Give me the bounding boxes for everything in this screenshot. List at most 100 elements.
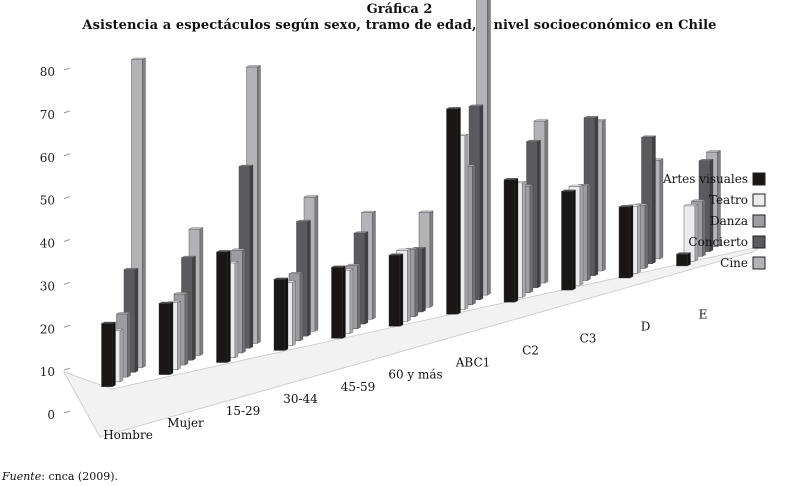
- bar-top: [246, 65, 261, 68]
- x-tick-label: Hombre: [103, 428, 153, 442]
- bar-top: [691, 199, 706, 202]
- bar-side: [349, 268, 354, 334]
- bar-side: [192, 255, 196, 361]
- bar-face: [561, 191, 573, 291]
- bar-top: [561, 189, 576, 192]
- bar-side: [284, 277, 289, 351]
- bar-top: [216, 250, 231, 253]
- y-tick-label: 60: [40, 151, 55, 165]
- bar-side: [142, 57, 146, 368]
- bar-top: [158, 301, 174, 304]
- bar-side: [307, 219, 311, 337]
- bar: [676, 252, 691, 267]
- legend-swatch: [752, 214, 766, 228]
- y-tick-mark: [63, 196, 71, 200]
- bar-top: [273, 277, 289, 280]
- bar-side: [594, 116, 599, 277]
- bar: [618, 205, 634, 279]
- bar-side: [514, 177, 519, 303]
- bar-side: [299, 272, 304, 342]
- bar-side: [529, 184, 534, 293]
- bar-top: [131, 57, 146, 60]
- bar-side: [234, 261, 239, 359]
- x-tick-label: C3: [580, 332, 597, 346]
- bar-face: [331, 267, 343, 339]
- bar-side: [127, 312, 131, 378]
- y-tick-label: 70: [40, 108, 55, 122]
- bar: [101, 321, 116, 387]
- bar-side: [487, 0, 491, 296]
- bar-side: [602, 119, 606, 272]
- bar-side: [572, 189, 576, 291]
- bar-top: [346, 263, 361, 266]
- y-tick-label: 50: [40, 194, 55, 208]
- bar-top: [683, 204, 699, 207]
- bar: [273, 277, 289, 351]
- bar: [388, 253, 404, 327]
- bar-face: [503, 179, 516, 303]
- bar-side: [199, 227, 204, 356]
- bar: [216, 250, 231, 363]
- y-tick-label: 0: [47, 408, 55, 422]
- bar-top: [231, 248, 246, 251]
- bar-top: [388, 253, 404, 256]
- bar-top: [641, 135, 656, 138]
- bar-top: [503, 178, 519, 180]
- bar-side: [637, 204, 641, 274]
- legend-swatch: [752, 193, 766, 207]
- y-tick-mark: [63, 281, 71, 285]
- y-tick-mark: [63, 67, 71, 71]
- bar-face: [618, 206, 631, 279]
- bar-face: [216, 251, 228, 363]
- legend-label: Cine: [720, 256, 748, 270]
- bar-top: [583, 116, 599, 118]
- bar-top: [706, 150, 721, 153]
- legend-label: Concierto: [688, 235, 748, 249]
- bar-face: [446, 108, 458, 315]
- bar-side: [112, 321, 116, 387]
- source-label: Fuente: [2, 470, 42, 483]
- y-tick-label: 30: [40, 279, 55, 293]
- bar-side: [414, 247, 419, 318]
- bar-face: [676, 253, 688, 267]
- figure-number: Gráfica 2: [366, 2, 433, 17]
- legend-swatch: [752, 172, 766, 186]
- legend-swatch: [752, 235, 766, 249]
- y-tick-mark: [63, 410, 71, 414]
- bar-side: [629, 205, 634, 279]
- x-tick-label: 30-44: [283, 392, 318, 406]
- bar-side: [472, 164, 476, 305]
- bar: [503, 177, 519, 303]
- bar-side: [687, 252, 691, 267]
- bar-side: [357, 263, 361, 330]
- bar-top: [331, 265, 346, 268]
- x-tick-label: C2: [522, 344, 539, 358]
- bar-side: [342, 265, 346, 339]
- bar-side: [422, 247, 426, 313]
- bar-top: [238, 164, 254, 167]
- bar: [446, 107, 461, 315]
- x-axis: Hombre Mujer 15-29 30-44 45-59 60 y más ABC1 C2…: [103, 307, 707, 442]
- bar-top: [396, 248, 411, 251]
- bar-side: [587, 183, 591, 281]
- source-text: : cnca (2009).: [41, 470, 118, 483]
- bar-side: [644, 203, 649, 269]
- bar-top: [533, 119, 549, 122]
- y-tick-label: 80: [40, 65, 55, 79]
- bar-side: [184, 292, 189, 366]
- bar-top: [618, 205, 634, 208]
- legend-label: Danza: [710, 214, 748, 228]
- y-tick-mark: [63, 324, 71, 328]
- bar: [131, 57, 146, 368]
- bar-side: [364, 231, 369, 325]
- bar-side: [544, 119, 549, 284]
- bar-top: [173, 292, 189, 295]
- bar-side: [537, 139, 541, 289]
- bar-side: [694, 204, 699, 262]
- bar-side: [249, 164, 254, 349]
- bars: [101, 0, 721, 387]
- chart-title: Asistencia a espectáculos según sexo, tr…: [82, 18, 717, 33]
- bar-top: [181, 255, 196, 258]
- bar: [158, 301, 174, 375]
- x-tick-label: E: [699, 307, 708, 321]
